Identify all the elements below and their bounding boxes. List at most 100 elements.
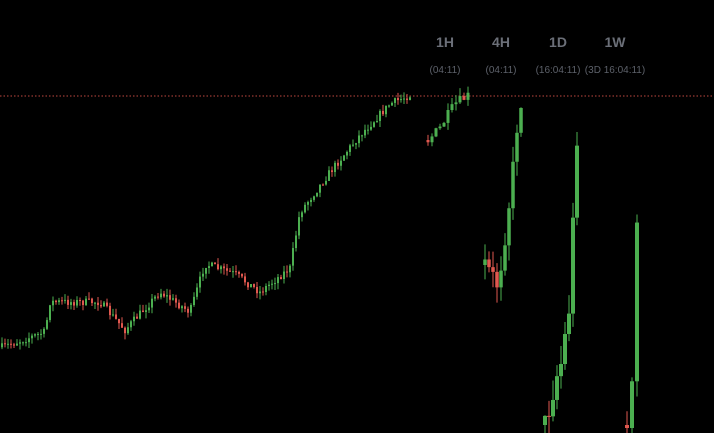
candle-body	[328, 170, 330, 181]
candle-body	[43, 328, 45, 334]
candle-body	[286, 271, 288, 273]
candle-body	[400, 99, 402, 101]
candle-body	[268, 284, 270, 286]
candle-body	[70, 302, 72, 305]
candle-body	[571, 217, 575, 314]
candle-body	[385, 105, 387, 115]
timeframe-button[interactable]: 1W	[605, 34, 627, 50]
candle-body	[19, 342, 21, 344]
candle-body	[196, 287, 198, 297]
candle-body	[151, 298, 153, 308]
candle-body	[229, 270, 231, 272]
candle-body	[142, 310, 144, 312]
candle-body	[112, 314, 114, 316]
timeframe-button[interactable]: 1H	[436, 34, 454, 50]
candle-body	[491, 267, 495, 272]
candle-body	[515, 132, 519, 162]
candle-body	[247, 282, 249, 288]
candle-body	[426, 140, 430, 143]
candle-body	[406, 98, 408, 100]
candle-body	[298, 217, 300, 236]
candle-body	[458, 96, 462, 103]
timeframe-button[interactable]: 4H	[492, 34, 510, 50]
candle-body	[487, 259, 491, 268]
candle-body	[121, 323, 123, 328]
candle-body	[85, 298, 87, 306]
candle-body	[434, 128, 438, 137]
candle-body	[625, 425, 629, 429]
candle-body	[483, 259, 487, 265]
candle-body	[376, 121, 378, 123]
candle-body	[250, 284, 252, 288]
candle-body	[4, 343, 6, 345]
candle-body	[67, 299, 69, 305]
candle-body	[7, 343, 9, 345]
candle-body	[382, 110, 384, 115]
candle-body	[37, 333, 39, 335]
candle-body	[64, 299, 66, 301]
candle-body	[130, 321, 132, 328]
candle-body	[397, 98, 399, 101]
candle-body	[495, 271, 499, 288]
candle-body	[148, 307, 150, 311]
candle-body	[220, 266, 222, 270]
candle-body	[331, 170, 333, 173]
candle-body	[175, 298, 177, 303]
candle-body	[226, 268, 228, 271]
candle-body	[109, 305, 111, 316]
candle-body	[442, 122, 446, 127]
candle-body	[307, 202, 309, 205]
candle-body	[1, 343, 3, 348]
candle-body	[349, 145, 351, 152]
candle-body	[34, 334, 36, 336]
candle-body	[202, 273, 204, 277]
candle-body	[462, 96, 466, 100]
candle-body	[370, 126, 372, 130]
candle-body	[503, 245, 507, 271]
candle-body	[635, 222, 639, 382]
timeframe-button[interactable]: 1D	[549, 34, 567, 50]
candle-body	[322, 184, 324, 186]
candle-body	[232, 271, 234, 273]
candle-body	[391, 102, 393, 106]
candle-body	[388, 105, 390, 107]
candle-body	[274, 283, 276, 285]
candle-body	[563, 334, 567, 365]
candle-body	[466, 92, 470, 100]
candle-body	[454, 102, 458, 105]
timeframe-countdown: (04:11)	[486, 65, 517, 76]
candle-body	[223, 266, 225, 269]
candle-body	[184, 306, 186, 309]
candle-body	[160, 293, 162, 298]
candle-body	[136, 316, 138, 319]
timeframe-labels: 1H (04:11) 4H (04:11) 1D (16:04:11) 1W (3D 16:0…	[430, 34, 646, 76]
candle-body	[337, 162, 339, 166]
candle-body	[94, 302, 96, 304]
candle-body	[446, 110, 450, 123]
candle-body	[340, 160, 342, 166]
candle-body	[40, 333, 42, 335]
candle-body	[511, 161, 515, 209]
candle-body	[361, 135, 363, 137]
candle-body	[190, 305, 192, 313]
candle-body	[334, 162, 336, 173]
candle-body	[295, 235, 297, 249]
candle-body	[346, 151, 348, 156]
candle-body	[205, 268, 207, 274]
candle-body	[73, 302, 75, 306]
candle-body	[256, 286, 258, 294]
candle-body	[181, 306, 183, 309]
candle-body	[507, 208, 511, 246]
candle-body	[88, 298, 90, 300]
candle-body	[450, 104, 454, 111]
candle-body	[91, 298, 93, 304]
timeframe-countdown: (16:04:11)	[536, 65, 581, 76]
candle-body	[172, 298, 174, 300]
candle-body	[547, 415, 551, 417]
candle-body	[313, 196, 315, 200]
candle-body	[49, 305, 51, 321]
candle-body	[166, 295, 168, 297]
